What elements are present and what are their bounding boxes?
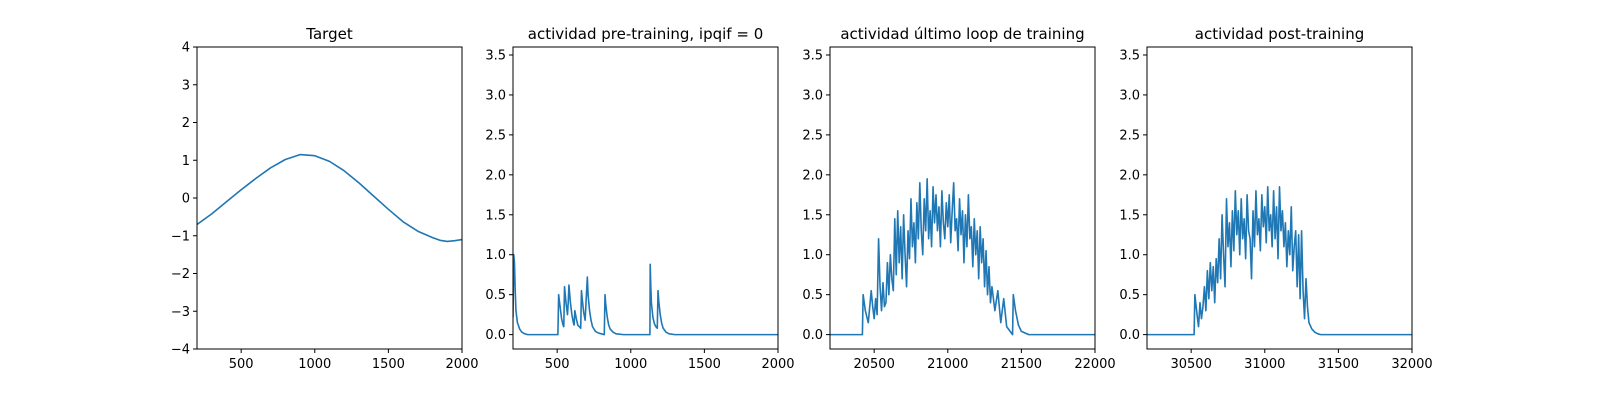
x-tick-label: 21000 xyxy=(927,357,968,372)
series-line xyxy=(1147,186,1412,336)
y-tick-label: 0 xyxy=(182,192,190,207)
y-tick-label: 0.5 xyxy=(1119,288,1140,303)
x-tick-label: 1500 xyxy=(372,357,405,372)
y-tick-label: 0.0 xyxy=(802,328,823,343)
subplot-3: actividad último loop de training 20500 21… xyxy=(802,25,1115,372)
subplot-title: actividad post-training xyxy=(1195,25,1364,43)
subplot-4: actividad post-training 30500 31000 31500 32… xyxy=(1119,25,1432,372)
x-tick-label: 31000 xyxy=(1244,357,1285,372)
y-tick-label: −2 xyxy=(171,267,190,282)
series-line xyxy=(513,253,778,336)
subplot-title: actividad pre-training, ipqif = 0 xyxy=(528,25,764,43)
y-tick-label: −1 xyxy=(171,229,190,244)
y-tick-label: 0.5 xyxy=(485,288,506,303)
y-tick-label: 1 xyxy=(182,154,190,169)
series-line xyxy=(197,153,462,243)
subplot-title: actividad último loop de training xyxy=(840,25,1084,43)
x-tick-label: 1000 xyxy=(614,357,647,372)
subplot-title: Target xyxy=(305,25,353,43)
y-tick-label: 1.0 xyxy=(802,248,823,263)
axes-frame xyxy=(512,46,779,350)
y-tick-label: 2.0 xyxy=(485,168,506,183)
axes-frame xyxy=(196,46,463,350)
y-tick-label: 2.5 xyxy=(1119,128,1140,143)
x-tick-label: 22000 xyxy=(1074,357,1115,372)
x-tick-label: 31500 xyxy=(1318,357,1359,372)
y-tick-label: −4 xyxy=(171,343,190,358)
y-tick-label: 3.0 xyxy=(1119,88,1140,103)
x-tick-label: 32000 xyxy=(1391,357,1432,372)
y-tick-label: 3.5 xyxy=(485,48,506,63)
x-tick-label: 30500 xyxy=(1170,357,1211,372)
y-tick-label: 1.5 xyxy=(485,208,506,223)
x-tick-label: 2000 xyxy=(761,357,794,372)
y-tick-label: 3.0 xyxy=(802,88,823,103)
x-tick-label: 20500 xyxy=(853,357,894,372)
x-tick-label: 2000 xyxy=(445,357,478,372)
x-tick-label: 500 xyxy=(545,357,570,372)
axes-frame xyxy=(829,46,1096,350)
y-tick-label: 1.5 xyxy=(1119,208,1140,223)
y-tick-label: 2 xyxy=(182,116,190,131)
y-tick-label: 2.5 xyxy=(485,128,506,143)
x-tick-label: 1000 xyxy=(298,357,331,372)
y-tick-label: 2.0 xyxy=(802,168,823,183)
y-tick-label: 2.5 xyxy=(802,128,823,143)
y-tick-label: 0.0 xyxy=(485,328,506,343)
subplot-1: Target 500 1000 1500 2000 −4 −3 −2 −1 0 1 2 3 4 xyxy=(171,25,479,372)
y-tick-label: 0.5 xyxy=(802,288,823,303)
x-tick-label: 1500 xyxy=(688,357,721,372)
x-tick-label: 500 xyxy=(229,357,254,372)
subplot-2: actividad pre-training, ipqif = 0 500 1000… xyxy=(485,25,794,372)
y-tick-label: 0.0 xyxy=(1119,328,1140,343)
y-tick-label: 3.0 xyxy=(485,88,506,103)
y-tick-label: −3 xyxy=(171,305,190,320)
y-tick-label: 1.0 xyxy=(1119,248,1140,263)
y-tick-label: 4 xyxy=(182,41,190,56)
y-tick-label: 1.0 xyxy=(485,248,506,263)
y-tick-label: 2.0 xyxy=(1119,168,1140,183)
axes-frame xyxy=(1146,46,1413,350)
y-tick-label: 3 xyxy=(182,78,190,93)
series-line xyxy=(830,178,1095,336)
y-tick-label: 3.5 xyxy=(802,48,823,63)
y-tick-label: 3.5 xyxy=(1119,48,1140,63)
x-tick-label: 21500 xyxy=(1001,357,1042,372)
y-tick-label: 1.5 xyxy=(802,208,823,223)
